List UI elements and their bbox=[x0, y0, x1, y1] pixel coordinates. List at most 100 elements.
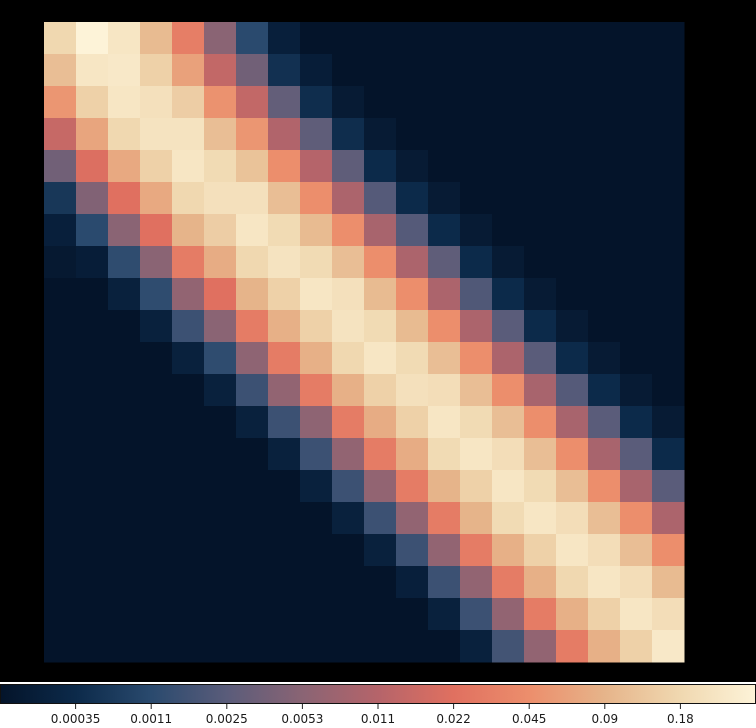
heatmap-cell bbox=[652, 150, 685, 183]
heatmap-cell bbox=[44, 406, 77, 439]
heatmap-cell bbox=[268, 150, 301, 183]
heatmap-cell bbox=[524, 54, 557, 87]
heatmap-cell bbox=[428, 630, 461, 663]
heatmap-cell bbox=[620, 342, 653, 375]
heatmap-cell bbox=[44, 214, 77, 247]
heatmap-cell bbox=[44, 374, 77, 407]
heatmap-cell bbox=[268, 406, 301, 439]
heatmap-cell bbox=[236, 86, 269, 119]
heatmap-cell bbox=[652, 502, 685, 535]
heatmap-cell bbox=[524, 246, 557, 279]
heatmap-cell bbox=[76, 470, 109, 503]
heatmap-cell bbox=[44, 566, 77, 599]
heatmap-cell bbox=[492, 278, 525, 311]
heatmap-cell bbox=[492, 598, 525, 631]
heatmap-cell bbox=[332, 118, 365, 151]
heatmap-cell bbox=[588, 246, 621, 279]
heatmap-cell bbox=[300, 214, 333, 247]
heatmap-cell bbox=[204, 630, 237, 663]
heatmap-cell bbox=[364, 374, 397, 407]
heatmap-cell bbox=[364, 22, 397, 55]
heatmap-cell bbox=[652, 342, 685, 375]
heatmap-cell bbox=[620, 182, 653, 215]
heatmap-cell bbox=[332, 406, 365, 439]
heatmap-cell bbox=[524, 182, 557, 215]
heatmap-cell bbox=[588, 470, 621, 503]
heatmap-cell bbox=[300, 534, 333, 567]
heatmap-cell bbox=[172, 438, 205, 471]
heatmap-cell bbox=[268, 54, 301, 87]
heatmap-cell bbox=[460, 630, 493, 663]
heatmap-cell bbox=[556, 470, 589, 503]
heatmap-cell bbox=[204, 502, 237, 535]
heatmap-cell bbox=[364, 118, 397, 151]
heatmap-cell bbox=[428, 182, 461, 215]
heatmap-cell bbox=[268, 214, 301, 247]
heatmap-cell bbox=[428, 310, 461, 343]
heatmap-cell bbox=[492, 86, 525, 119]
heatmap-cell bbox=[76, 310, 109, 343]
heatmap-cell bbox=[588, 598, 621, 631]
colorbar-tick-label: 0.0025 bbox=[206, 712, 248, 726]
heatmap-cell bbox=[76, 246, 109, 279]
heatmap-cell bbox=[332, 374, 365, 407]
heatmap-cell bbox=[76, 150, 109, 183]
heatmap-cell bbox=[108, 598, 141, 631]
heatmap-cell bbox=[364, 534, 397, 567]
heatmap-cell bbox=[620, 598, 653, 631]
heatmap-cell bbox=[44, 630, 77, 663]
heatmap-cell bbox=[268, 470, 301, 503]
heatmap-cell bbox=[524, 342, 557, 375]
heatmap-cell bbox=[652, 22, 685, 55]
heatmap-cell bbox=[204, 22, 237, 55]
heatmap-cell bbox=[492, 150, 525, 183]
heatmap-cell bbox=[204, 566, 237, 599]
heatmap-cell bbox=[140, 118, 173, 151]
heatmap-cell bbox=[44, 150, 77, 183]
heatmap-cell bbox=[140, 150, 173, 183]
heatmap-cell bbox=[300, 54, 333, 87]
heatmap-cell bbox=[76, 182, 109, 215]
heatmap-cell bbox=[492, 54, 525, 87]
heatmap-cell bbox=[172, 310, 205, 343]
heatmap-cell bbox=[204, 598, 237, 631]
heatmap-cell bbox=[76, 214, 109, 247]
heatmap-cell bbox=[620, 22, 653, 55]
heatmap-cell bbox=[460, 470, 493, 503]
heatmap-cell bbox=[300, 278, 333, 311]
heatmap-cell bbox=[332, 246, 365, 279]
heatmap-cell bbox=[300, 470, 333, 503]
heatmap-cell bbox=[620, 534, 653, 567]
heatmap-cell bbox=[76, 566, 109, 599]
heatmap-cell bbox=[588, 278, 621, 311]
heatmap-cell bbox=[620, 246, 653, 279]
heatmap-cell bbox=[652, 214, 685, 247]
heatmap-cell bbox=[300, 598, 333, 631]
heatmap-cell bbox=[588, 534, 621, 567]
heatmap-cell bbox=[460, 598, 493, 631]
colorbar: 0.00035 0.0011 0.0025 0.0053 0.011 0.022 0.045… bbox=[0, 682, 756, 728]
heatmap-cell bbox=[44, 86, 77, 119]
heatmap-cell bbox=[76, 22, 109, 55]
heatmap-cell bbox=[76, 534, 109, 567]
heatmap-cell bbox=[588, 150, 621, 183]
heatmap-cell bbox=[108, 86, 141, 119]
heatmap-cell bbox=[620, 150, 653, 183]
heatmap-cell bbox=[524, 534, 557, 567]
heatmap-cell bbox=[332, 214, 365, 247]
heatmap-cell bbox=[236, 470, 269, 503]
heatmap-cell bbox=[524, 630, 557, 663]
heatmap-cell bbox=[428, 278, 461, 311]
heatmap-cell bbox=[428, 598, 461, 631]
heatmap-cell bbox=[172, 630, 205, 663]
heatmap-cell bbox=[108, 22, 141, 55]
heatmap-cell bbox=[172, 470, 205, 503]
heatmap-cell bbox=[364, 214, 397, 247]
heatmap-cell bbox=[396, 534, 429, 567]
heatmap-cell bbox=[364, 438, 397, 471]
heatmap-cell bbox=[588, 310, 621, 343]
heatmap-cell bbox=[524, 22, 557, 55]
heatmap-cell bbox=[620, 406, 653, 439]
heatmap-cell bbox=[620, 566, 653, 599]
heatmap-cell bbox=[364, 566, 397, 599]
